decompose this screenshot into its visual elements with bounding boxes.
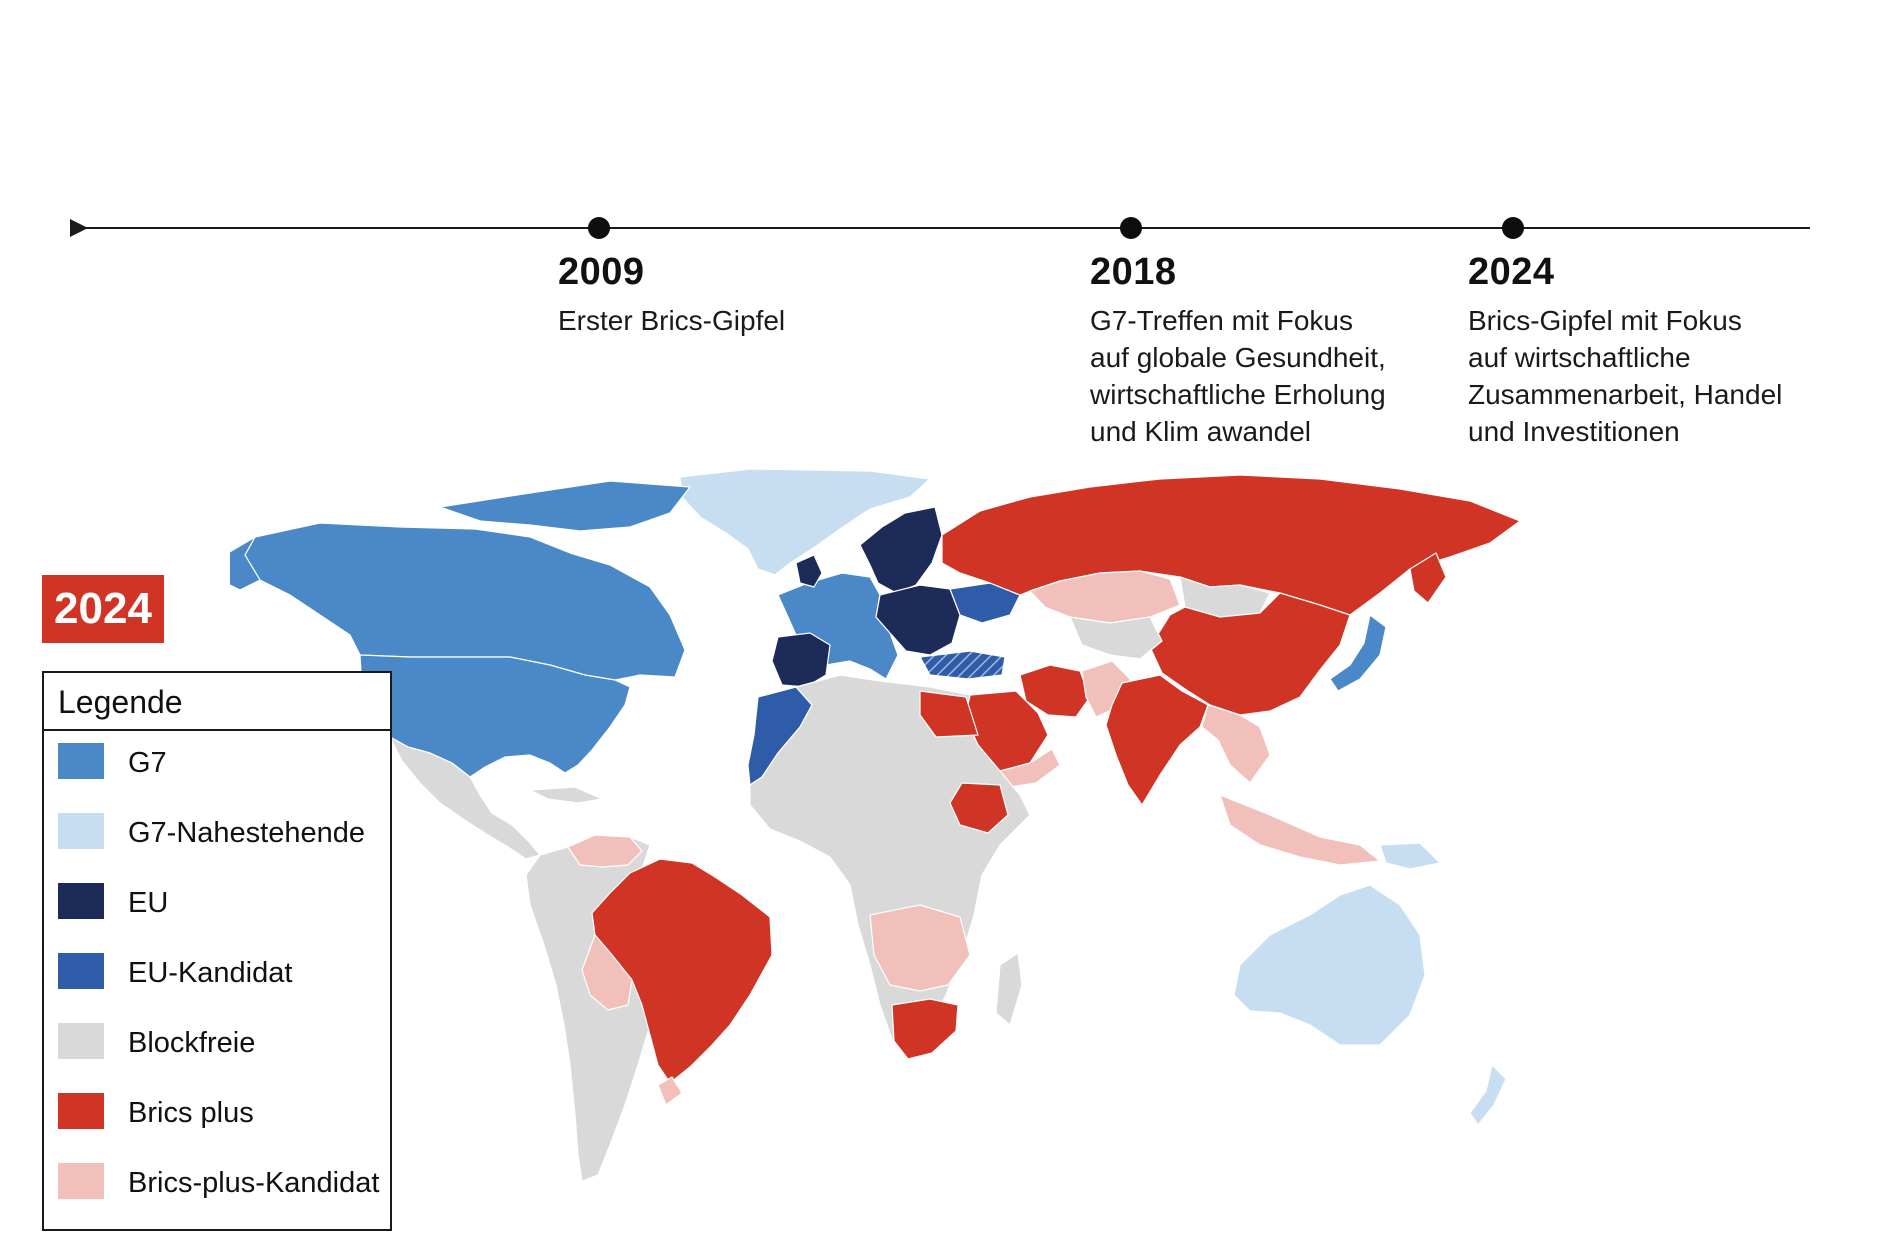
region-papua-new-guinea: [1379, 842, 1441, 870]
region-central-asia: [1069, 616, 1163, 660]
timeline: [70, 215, 1810, 245]
region-south-africa: [891, 998, 959, 1060]
region-caribbean: [529, 786, 603, 804]
legend-swatch: [58, 883, 104, 919]
region-turkey: [919, 650, 1006, 680]
event-year: 2024: [1468, 251, 1555, 293]
region-alaska: [230, 536, 261, 591]
legend-label: EU: [128, 887, 169, 919]
event-description: G7-Treffen mit Fokus auf globale Gesundh…: [1090, 305, 1386, 447]
legend-swatch: [58, 1023, 104, 1059]
legend-swatch: [58, 813, 104, 849]
region-arctic-islands: [439, 480, 691, 532]
region-mexico: [389, 736, 541, 860]
region-new-zealand: [1469, 1064, 1507, 1126]
region-iran: [1019, 664, 1091, 718]
timeline-event-2018: 2018 G7-Treffen mit Fokus auf globale Ge…: [1090, 250, 1386, 450]
legend-label: Blockfreie: [128, 1027, 256, 1059]
legend-swatch: [58, 743, 104, 779]
region-kamchatka: [1409, 552, 1447, 604]
region-japan: [1329, 614, 1387, 692]
timeline-marker-2024: [1502, 217, 1524, 239]
legend-swatch: [58, 953, 104, 989]
legend-swatch: [58, 1093, 104, 1129]
region-bolivia: [581, 934, 633, 1011]
event-description: Brics-Gipfel mit Fokus auf wirtschaftlic…: [1468, 305, 1783, 447]
year-badge: 2024: [42, 575, 164, 643]
region-greenland: [679, 468, 931, 576]
legend-swatch: [58, 1163, 104, 1199]
legend-label: Brics-plus-Kandidat: [128, 1167, 380, 1199]
event-year: 2018: [1090, 251, 1177, 293]
timeline-event-2009: 2009 Erster Brics-Gipfel: [558, 250, 785, 339]
region-kazakhstan: [1029, 570, 1181, 624]
region-china: [1149, 592, 1351, 716]
timeline-marker-2009: [588, 217, 610, 239]
region-india: [1105, 674, 1209, 806]
region-uruguay: [657, 1076, 683, 1106]
region-southeast-asia: [1201, 704, 1271, 784]
legend-label: G7: [128, 747, 167, 779]
event-description: Erster Brics-Gipfel: [558, 305, 786, 336]
region-egypt: [919, 690, 979, 738]
region-canada: [244, 522, 686, 681]
world-map: [230, 468, 1521, 1182]
legend-title: Legende: [44, 673, 390, 731]
timeline-line: [80, 227, 1810, 229]
region-scandinavia: [859, 506, 943, 594]
timeline-arrow-icon: [70, 219, 88, 237]
legend-label: EU-Kandidat: [128, 957, 293, 989]
region-indonesia: [1219, 794, 1381, 866]
region-ethiopia: [949, 782, 1009, 834]
timeline-event-2024: 2024 Brics-Gipfel mit Fokus auf wirtscha…: [1468, 250, 1782, 450]
region-madagascar: [995, 952, 1023, 1026]
timeline-marker-2018: [1120, 217, 1142, 239]
region-venezuela: [567, 834, 643, 868]
legend-label: Brics plus: [128, 1097, 254, 1129]
region-australia: [1233, 884, 1426, 1046]
region-central-europe: [875, 584, 961, 656]
region-uk: [795, 554, 823, 588]
legend: Legende G7 G7-Nahestehende EU EU-Kandida…: [42, 671, 392, 1231]
legend-label: G7-Nahestehende: [128, 817, 365, 849]
region-southern-africa: [869, 904, 971, 992]
region-iberia: [771, 632, 831, 688]
event-year: 2009: [558, 251, 645, 293]
